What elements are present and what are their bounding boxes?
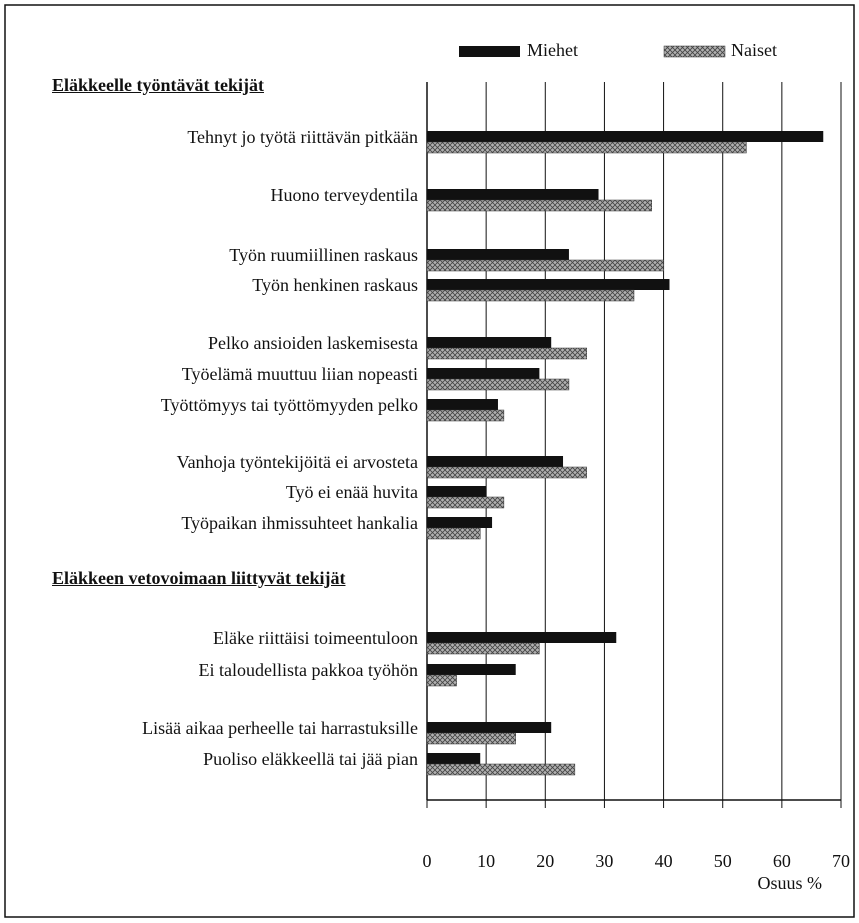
bar: [426, 347, 587, 360]
legend-label: Miehet: [527, 40, 578, 60]
x-tick-label: 70: [832, 851, 850, 871]
bar: [426, 289, 635, 302]
bar: [427, 337, 552, 348]
frame: [4, 4, 855, 918]
x-tick-label: 40: [655, 851, 673, 871]
bar: [427, 399, 498, 410]
legend-swatch: [663, 45, 726, 58]
bar: [427, 131, 824, 142]
x-tick-label: 60: [773, 851, 791, 871]
bar: [427, 753, 481, 764]
bar: [427, 368, 540, 379]
bar: [426, 378, 570, 391]
y-tick-label: Työn ruumiillinen raskaus: [229, 245, 418, 265]
bar: [426, 732, 516, 745]
y-tick-label: Lisää aikaa perheelle tai harrastuksille: [142, 718, 418, 738]
bar: [427, 456, 564, 467]
bar: [427, 664, 516, 675]
y-tick-label: Työ ei enää huvita: [286, 482, 418, 502]
bar: [426, 466, 587, 479]
bar: [426, 527, 481, 540]
y-tick-label: Työttömyys tai työttömyyden pelko: [161, 395, 418, 415]
y-tick-label: Huono terveydentila: [271, 185, 418, 205]
bar: [427, 722, 552, 733]
bar: [427, 632, 617, 643]
x-axis-label: Osuus %: [757, 873, 822, 893]
y-tick-label: Työelämä muuttuu liian nopeasti: [182, 364, 418, 384]
y-tick-label: Tehnyt jo työtä riittävän pitkään: [187, 127, 418, 147]
y-tick-label: Puoliso eläkkeellä tai jää pian: [203, 749, 418, 769]
section-title: Eläkkeelle työntävät tekijät: [52, 75, 264, 95]
bar: [427, 249, 569, 260]
bar: [426, 763, 576, 776]
y-tick-label: Eläke riittäisi toimeentuloon: [213, 628, 418, 648]
bar: [426, 199, 652, 212]
x-tick-label: 10: [477, 851, 495, 871]
x-tick-label: 50: [714, 851, 732, 871]
y-tick-label: Pelko ansioiden laskemisesta: [208, 333, 418, 353]
y-tick-label: Työpaikan ihmissuhteet hankalia: [181, 513, 418, 533]
legend-label: Naiset: [731, 40, 777, 60]
bar: [426, 259, 664, 272]
y-tick-label: Työn henkinen raskaus: [252, 275, 418, 295]
x-tick-label: 0: [423, 851, 432, 871]
x-tick-label: 30: [595, 851, 613, 871]
bar: [427, 486, 487, 497]
x-tick-label: 20: [536, 851, 554, 871]
y-tick-label: Ei taloudellista pakkoa työhön: [199, 660, 418, 680]
bar: [426, 496, 505, 509]
bar: [426, 141, 747, 154]
bar: [426, 642, 540, 655]
y-tick-label: Vanhoja työntekijöitä ei arvosteta: [177, 452, 418, 472]
bar: [427, 517, 493, 528]
legend-swatch: [459, 46, 520, 57]
bar: [426, 409, 505, 422]
bar: [427, 279, 670, 290]
bar: [427, 189, 599, 200]
section-title: Eläkkeen vetovoimaan liittyvät tekijät: [52, 568, 346, 588]
bar: [426, 674, 457, 687]
